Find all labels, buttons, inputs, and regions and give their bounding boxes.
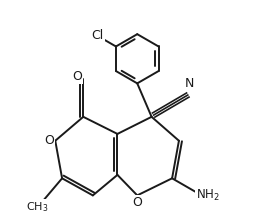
Text: O: O	[72, 70, 82, 83]
Text: CH$_3$: CH$_3$	[26, 200, 49, 214]
Text: O: O	[132, 196, 142, 209]
Text: N: N	[184, 77, 194, 90]
Text: O: O	[44, 134, 54, 147]
Text: Cl: Cl	[91, 29, 104, 42]
Text: NH$_2$: NH$_2$	[196, 188, 220, 203]
